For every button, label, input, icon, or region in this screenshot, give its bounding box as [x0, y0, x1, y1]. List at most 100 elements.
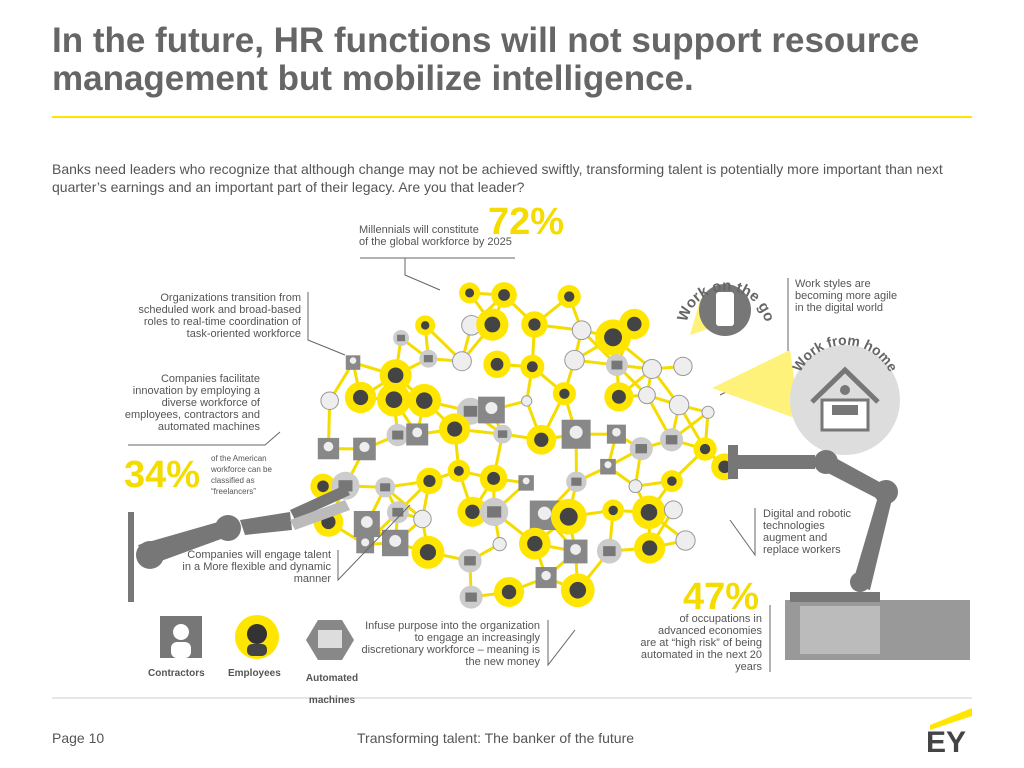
employee-face — [423, 474, 436, 488]
legend-label: Contractors — [148, 668, 205, 679]
contractor-face — [522, 477, 530, 485]
machine-face — [665, 435, 678, 445]
contractor-face — [537, 506, 552, 520]
intro: Banks need leaders who recognize that al… — [52, 161, 943, 195]
stat: 34% — [124, 454, 201, 496]
node — [675, 530, 696, 551]
node — [641, 358, 662, 379]
node — [668, 394, 690, 416]
employee-face — [419, 544, 437, 561]
machine-face — [603, 546, 616, 557]
employee-face — [611, 389, 626, 404]
employee-face — [528, 318, 541, 331]
node — [663, 500, 683, 520]
contractor-face — [360, 516, 373, 528]
node — [571, 320, 592, 341]
contractor-face — [485, 402, 498, 415]
employee-face — [534, 432, 549, 447]
employee-face — [501, 584, 517, 600]
node — [451, 351, 472, 372]
node — [413, 509, 432, 529]
employee-face — [484, 316, 501, 333]
callout: Organizations transition from scheduled … — [138, 292, 301, 340]
page-number: Page 10 — [52, 730, 105, 746]
employee-face — [718, 460, 731, 474]
node — [320, 391, 339, 410]
contractor-face — [361, 538, 370, 547]
callout: Digital and robotic technologies augment… — [763, 508, 852, 556]
node — [673, 356, 693, 377]
callout: Infuse purpose into the organization to … — [361, 620, 540, 668]
footer-title: Transforming talent: The banker of the f… — [357, 730, 635, 746]
machine-face — [635, 444, 648, 454]
employee-face — [699, 443, 711, 455]
employee-face — [447, 421, 463, 437]
text-line: of the global workforce by 2025 — [359, 236, 512, 248]
employee-face — [559, 388, 570, 399]
machine-face — [392, 507, 404, 517]
employee-face — [352, 389, 369, 406]
text-line: Millennials will constitute — [359, 224, 479, 236]
contractor-face — [541, 570, 551, 581]
title-line: management but mobilize intelligence. — [52, 59, 694, 98]
logo: EY — [926, 726, 967, 759]
machine-face — [611, 360, 623, 370]
node — [701, 405, 715, 419]
employee-face — [527, 535, 543, 552]
leader-line — [307, 292, 346, 356]
machine-face — [463, 405, 478, 417]
employee-face — [640, 503, 658, 521]
employee-face — [385, 391, 403, 409]
employee-face — [416, 392, 433, 409]
node — [628, 479, 643, 494]
employee-face — [317, 480, 329, 493]
employee-face — [642, 540, 658, 556]
title-line: In the future, HR functions will not sup… — [52, 21, 920, 60]
contractor-face — [359, 441, 370, 453]
stat: 72% — [488, 201, 565, 243]
node — [521, 395, 533, 407]
contractor-face — [323, 441, 334, 452]
employee-face — [420, 321, 430, 330]
callout: of occupations in advanced economies are… — [640, 613, 762, 673]
machine-face — [464, 556, 476, 566]
employee-face — [608, 505, 618, 516]
employee-face — [387, 367, 404, 384]
node — [492, 537, 507, 552]
robot-arm-left — [128, 485, 350, 602]
contractor-face — [604, 461, 612, 469]
callout: Companies facilitate innovation by emplo… — [124, 373, 260, 433]
stat: 47% — [683, 576, 760, 618]
machine-face — [497, 430, 508, 438]
node — [637, 386, 656, 405]
employee-face — [498, 289, 510, 301]
network-nodes — [310, 282, 739, 609]
employee-face — [564, 291, 575, 302]
employee-face — [627, 316, 642, 332]
callout: Companies will engage talent in a More f… — [182, 549, 331, 585]
employee-face — [465, 504, 480, 519]
ey-logo — [930, 708, 972, 730]
contractor-face — [569, 425, 583, 439]
robot-arm-right — [728, 445, 970, 660]
millennials-text: Millennials will constitute of the global… — [359, 224, 512, 248]
employee-face — [569, 581, 587, 599]
callout: of the American workforce can be classif… — [211, 454, 272, 496]
employee-face — [490, 357, 504, 371]
machine-face — [423, 355, 433, 363]
legend-label: Employees — [228, 668, 281, 679]
contractor-face — [349, 357, 357, 364]
leader-line — [128, 431, 281, 446]
callout: Work styles are becoming more agile in t… — [795, 278, 898, 314]
machine-face — [465, 592, 477, 602]
employee-face — [526, 361, 538, 373]
desk — [832, 405, 858, 415]
employee-face — [667, 476, 677, 486]
leader-line — [547, 620, 576, 667]
contractor-face — [412, 427, 423, 438]
machine-face — [392, 430, 404, 440]
employee-face — [487, 471, 501, 485]
machine-face — [397, 334, 406, 342]
machine-face — [380, 483, 391, 492]
